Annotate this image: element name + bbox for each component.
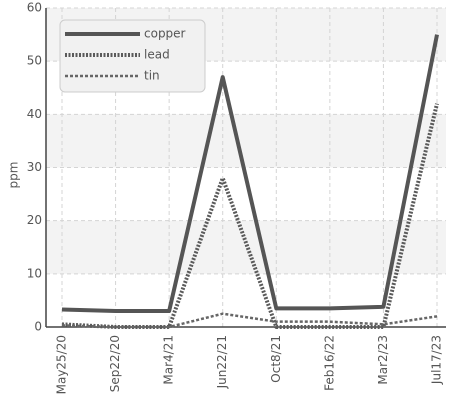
x-tick-label: Mar2/23 xyxy=(376,335,390,385)
x-tick-label: Jul17/23 xyxy=(430,335,444,385)
x-tick-label: May25/20 xyxy=(55,335,69,394)
band xyxy=(46,220,446,274)
legend-label: copper xyxy=(144,27,186,41)
y-tick-label: 30 xyxy=(27,160,42,174)
x-tick-label: Oct8/21 xyxy=(269,335,283,383)
y-tick-label: 20 xyxy=(27,213,42,227)
x-tick-label: Jun22/21 xyxy=(215,335,229,389)
legend-label: lead xyxy=(144,48,170,62)
y-axis-label: ppm xyxy=(7,162,21,189)
y-tick-label: 40 xyxy=(27,107,42,121)
x-tick-label: Sep22/20 xyxy=(108,335,122,392)
y-tick-label: 10 xyxy=(27,266,42,280)
y-tick-label: 50 xyxy=(27,54,42,68)
line xyxy=(61,103,439,329)
line xyxy=(61,312,438,329)
band xyxy=(46,114,446,168)
y-tick-label: 0 xyxy=(34,320,42,334)
legend-label: tin xyxy=(144,69,160,83)
y-tick-label: 60 xyxy=(27,1,42,15)
line xyxy=(61,34,439,314)
x-tick-label: Mar4/21 xyxy=(162,335,176,385)
x-tick-label: Feb16/22 xyxy=(322,335,336,391)
